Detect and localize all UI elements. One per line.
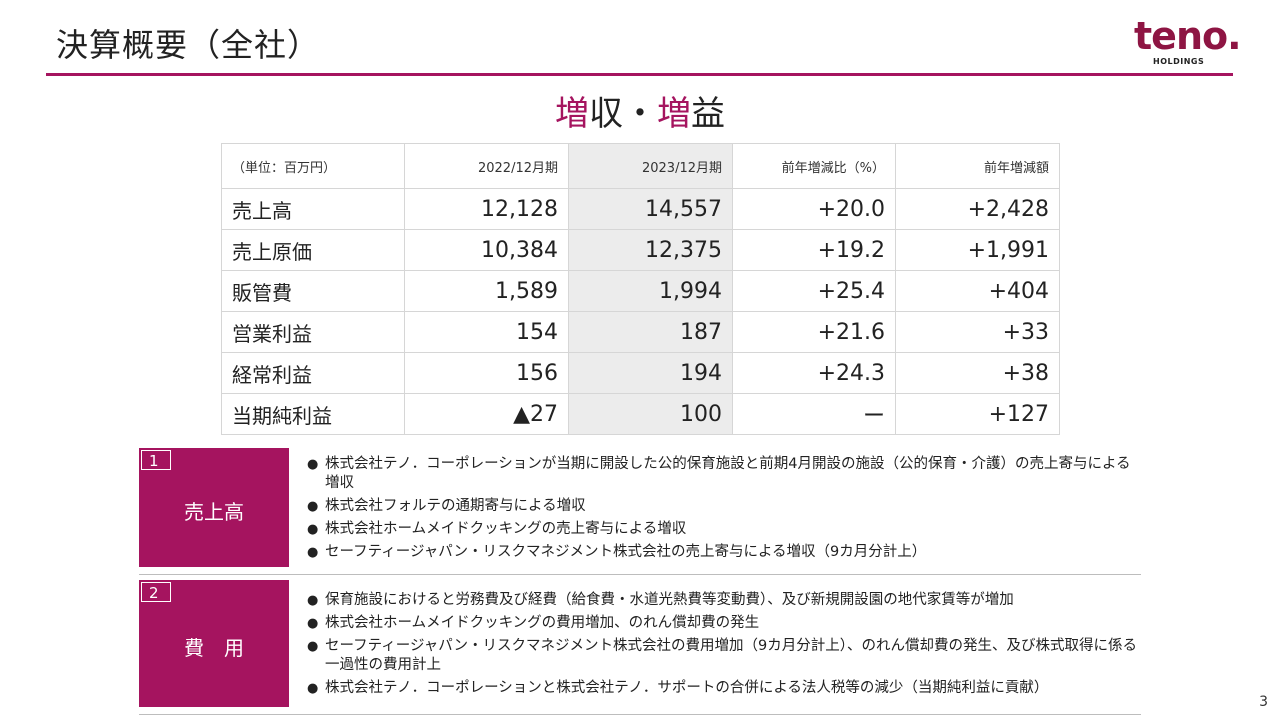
headline-text-2: 益	[691, 94, 725, 134]
table-row: 営業利益 154 187 +21.6 +33	[221, 311, 1060, 353]
cell-value: +19.2	[732, 229, 896, 271]
section-costs: 2 費 用 保育施設におけると労務費及び経費（給食費・水道光熱費等変動費）、及び…	[139, 580, 1141, 718]
section-number: 2	[141, 582, 171, 602]
section-label-box: 2 費 用	[139, 580, 289, 707]
cell-value: ▲27	[404, 393, 569, 435]
cell-value: +2,428	[895, 188, 1060, 230]
cell-value: +25.4	[732, 270, 896, 312]
cell-value: 100	[568, 393, 733, 435]
row-label: 売上原価	[221, 229, 405, 271]
column-header-unit: （単位：百万円）	[221, 143, 405, 189]
section-number: 1	[141, 450, 171, 470]
table-row: 経常利益 156 194 +24.3 +38	[221, 352, 1060, 394]
cell-value: +33	[895, 311, 1060, 353]
financial-summary-table: （単位：百万円） 2022/12月期 2023/12月期 前年増減比（%） 前年…	[221, 143, 1060, 435]
list-item: 保育施設におけると労務費及び経費（給食費・水道光熱費等変動費）、及び新規開設園の…	[307, 591, 1137, 610]
logo-wordmark: teno.	[1134, 14, 1242, 58]
cell-value: 187	[568, 311, 733, 353]
cell-value: +38	[895, 352, 1060, 394]
cell-value: ー	[732, 393, 896, 435]
section-label-box: 1 売上高	[139, 448, 289, 567]
row-label: 経常利益	[221, 352, 405, 394]
cell-value: 10,384	[404, 229, 569, 271]
headline-text-1: 収・	[589, 94, 657, 134]
section-label: 費 用	[184, 636, 244, 660]
section-divider	[139, 574, 1141, 575]
title-divider	[46, 73, 1233, 76]
headline: 増収・増益	[0, 86, 1280, 135]
table-row: 売上高 12,128 14,557 +20.0 +2,428	[221, 188, 1060, 230]
cell-value: +20.0	[732, 188, 896, 230]
cell-value: 12,375	[568, 229, 733, 271]
cell-value: +1,991	[895, 229, 1060, 271]
logo-subtitle: HOLDINGS	[1153, 57, 1205, 66]
headline-accent-1: 増	[555, 94, 589, 134]
row-label: 当期純利益	[221, 393, 405, 435]
page-title: 決算概要（全社）	[56, 26, 321, 64]
section-label: 売上高	[184, 500, 244, 524]
column-header-yoy-percent: 前年増減比（%）	[732, 143, 896, 189]
page-number: 3	[1259, 694, 1268, 710]
cell-value: +21.6	[732, 311, 896, 353]
bullet-list: 株式会社テノ．コーポレーションが当期に開設した公的保育施設と前期4月開設の施設（…	[307, 455, 1137, 566]
column-header-fy2022: 2022/12月期	[404, 143, 569, 189]
headline-accent-2: 増	[657, 94, 691, 134]
list-item: 株式会社テノ．コーポレーションが当期に開設した公的保育施設と前期4月開設の施設（…	[307, 455, 1137, 493]
list-item: 株式会社ホームメイドクッキングの売上寄与による増収	[307, 520, 1137, 539]
list-item: セーフティージャパン・リスクマネジメント株式会社の費用増加（9カ月分計上）、のれ…	[307, 637, 1137, 675]
cell-value: +127	[895, 393, 1060, 435]
row-label: 営業利益	[221, 311, 405, 353]
bullet-list: 保育施設におけると労務費及び経費（給食費・水道光熱費等変動費）、及び新規開設園の…	[307, 591, 1137, 702]
cell-value: 1,589	[404, 270, 569, 312]
table-header-row: （単位：百万円） 2022/12月期 2023/12月期 前年増減比（%） 前年…	[221, 143, 1060, 189]
row-label: 売上高	[221, 188, 405, 230]
table-row: 販管費 1,589 1,994 +25.4 +404	[221, 270, 1060, 312]
section-sales: 1 売上高 株式会社テノ．コーポレーションが当期に開設した公的保育施設と前期4月…	[139, 448, 1141, 576]
cell-value: 194	[568, 352, 733, 394]
table-row: 売上原価 10,384 12,375 +19.2 +1,991	[221, 229, 1060, 271]
list-item: 株式会社テノ．コーポレーションと株式会社テノ．サポートの合併による法人税等の減少…	[307, 679, 1137, 698]
list-item: 株式会社フォルテの通期寄与による増収	[307, 497, 1137, 516]
company-logo: teno. HOLDINGS	[1134, 14, 1242, 70]
table-row: 当期純利益 ▲27 100 ー +127	[221, 393, 1060, 435]
column-header-yoy-amount: 前年増減額	[895, 143, 1060, 189]
cell-value: 14,557	[568, 188, 733, 230]
list-item: セーフティージャパン・リスクマネジメント株式会社の売上寄与による増収（9カ月分計…	[307, 543, 1137, 562]
cell-value: 154	[404, 311, 569, 353]
cell-value: 12,128	[404, 188, 569, 230]
row-label: 販管費	[221, 270, 405, 312]
section-divider	[139, 714, 1141, 715]
cell-value: 1,994	[568, 270, 733, 312]
cell-value: +24.3	[732, 352, 896, 394]
list-item: 株式会社ホームメイドクッキングの費用増加、のれん償却費の発生	[307, 614, 1137, 633]
column-header-fy2023: 2023/12月期	[568, 143, 733, 189]
cell-value: 156	[404, 352, 569, 394]
cell-value: +404	[895, 270, 1060, 312]
